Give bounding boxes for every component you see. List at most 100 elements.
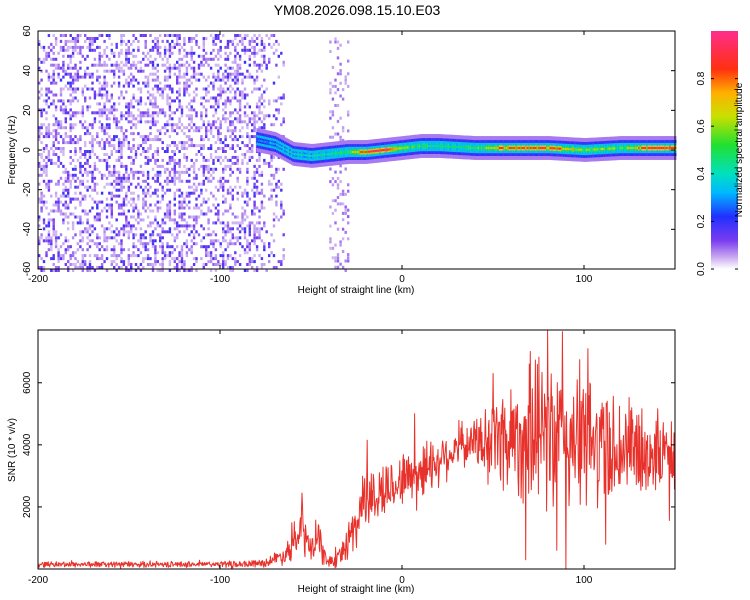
heatmap-cell — [217, 218, 220, 222]
heatmap-cell — [100, 224, 104, 228]
heatmap-cell — [219, 54, 222, 58]
heatmap-cell — [161, 93, 164, 97]
heatmap-cell — [154, 251, 157, 255]
heatmap-cell — [130, 42, 133, 46]
heatmap-cell — [255, 206, 259, 210]
heatmap-cell — [84, 263, 87, 266]
heatmap-cell — [173, 197, 176, 201]
heatmap-cell — [217, 126, 220, 130]
heatmap-cell — [127, 57, 130, 61]
heatmap-cell — [188, 51, 191, 55]
heatmap-cell — [513, 147, 516, 149]
heatmap-cell — [395, 147, 398, 150]
heatmap-cell — [64, 176, 67, 180]
heatmap-cell — [212, 239, 215, 243]
heatmap-cell — [214, 185, 218, 189]
heatmap-cell — [84, 84, 87, 88]
heatmap-cell — [163, 230, 167, 234]
heatmap-cell — [156, 90, 159, 94]
heatmap-cell — [79, 233, 82, 237]
heatmap-cell — [229, 66, 232, 70]
heatmap-cell — [222, 221, 225, 225]
heatmap-cell — [334, 256, 337, 260]
heatmap-cell — [251, 129, 254, 133]
heatmap-cell — [86, 45, 89, 49]
heatmap-cell — [54, 138, 58, 142]
heatmap-cell — [192, 188, 196, 192]
heatmap-cell — [81, 194, 84, 198]
heatmap-cell — [132, 78, 135, 82]
heatmap-cell — [260, 263, 264, 266]
heatmap-cell — [50, 63, 53, 67]
heatmap-cell — [339, 94, 342, 98]
heatmap-cell — [222, 114, 225, 118]
heatmap-cell — [81, 75, 84, 79]
heatmap-cell — [45, 164, 48, 168]
heatmap-cell — [64, 188, 67, 192]
heatmap-cell — [91, 72, 94, 76]
heatmap-cell — [166, 245, 169, 249]
heatmap-cell — [200, 164, 203, 168]
heatmap-cell — [98, 87, 101, 91]
heatmap-cell — [195, 188, 198, 192]
heatmap-cell — [205, 164, 208, 168]
heatmap-cell — [156, 48, 159, 52]
heatmap-cell — [69, 81, 72, 85]
heatmap-cell — [64, 251, 67, 255]
heatmap-cell — [50, 42, 53, 46]
heatmap-cell — [76, 138, 80, 142]
heatmap-cell — [100, 114, 104, 118]
heatmap-cell — [188, 102, 191, 106]
heatmap-cell — [134, 153, 138, 156]
heatmap-cell — [130, 254, 133, 258]
heatmap-cell — [88, 42, 92, 46]
heatmap-cell — [67, 99, 70, 103]
heatmap-cell — [154, 239, 157, 243]
heatmap-cell — [108, 170, 111, 174]
heatmap-cell — [224, 45, 227, 49]
heatmap-cell — [105, 81, 109, 85]
heatmap-cell — [200, 126, 203, 130]
heatmap-cell — [329, 81, 332, 85]
heatmap-cell — [229, 90, 232, 94]
heatmap-cell — [134, 54, 138, 58]
heatmap-cell — [185, 251, 189, 255]
heatmap-cell — [76, 72, 80, 76]
heatmap-cell — [38, 254, 41, 258]
heatmap-cell — [62, 60, 65, 64]
heatmap-cell — [202, 197, 205, 201]
heatmap-cell — [173, 248, 176, 252]
heatmap-cell — [96, 69, 99, 73]
heatmap-cell — [183, 242, 186, 246]
heatmap-cell — [185, 224, 189, 228]
heatmap-cell — [331, 183, 335, 187]
heatmap-cell — [130, 114, 133, 118]
heatmap-cell — [159, 236, 162, 240]
heatmap-cell — [125, 42, 128, 46]
heatmap-cell — [103, 39, 106, 43]
heatmap-cell — [110, 138, 113, 142]
heatmap-cell — [185, 84, 189, 88]
heatmap-cell — [492, 147, 495, 149]
heatmap-cell — [236, 42, 239, 46]
heatmap-cell — [127, 120, 130, 124]
heatmap-cell — [88, 132, 92, 136]
heatmap-cell — [62, 191, 65, 195]
heatmap-cell — [180, 254, 184, 258]
heatmap-cell — [100, 138, 104, 142]
heatmap-cell — [71, 87, 75, 91]
heatmap-cell — [159, 206, 162, 210]
heatmap-cell — [64, 132, 67, 136]
heatmap-cell — [156, 129, 159, 133]
heatmap-cell — [127, 185, 130, 189]
heatmap-cell — [258, 233, 261, 237]
heatmap-cell — [69, 179, 72, 183]
heatmap-cell — [50, 132, 53, 136]
heatmap-cell — [265, 161, 268, 165]
heatmap-cell — [202, 120, 205, 124]
heatmap-cell — [144, 34, 147, 37]
heatmap-cell — [207, 254, 210, 258]
heatmap-cell — [117, 242, 121, 246]
heatmap-cell — [91, 37, 94, 40]
heatmap-cell — [71, 173, 75, 177]
